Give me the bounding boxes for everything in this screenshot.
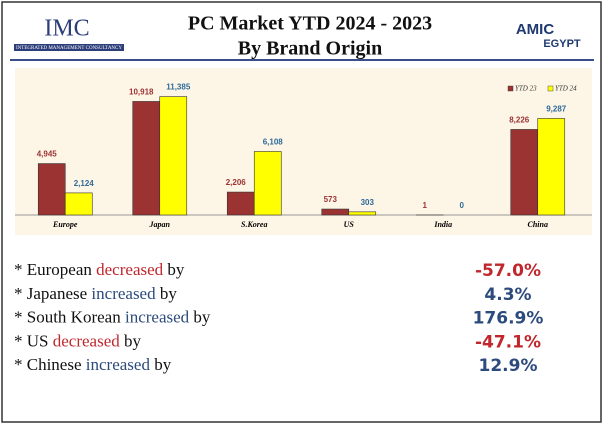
x-tick-label: US bbox=[344, 220, 355, 229]
bar bbox=[226, 191, 255, 216]
bullet-prefix: * Chinese bbox=[14, 355, 86, 374]
bullet-text: * Chinese increased by bbox=[14, 355, 172, 374]
logo: AMIC bbox=[516, 21, 554, 38]
x-tick-label: Japan bbox=[149, 220, 171, 229]
data-label: 2,206 bbox=[226, 178, 247, 187]
bar bbox=[159, 96, 188, 216]
data-label: 8,226 bbox=[509, 116, 530, 125]
x-tick-label: Europe bbox=[52, 220, 78, 229]
data-label: 4,945 bbox=[37, 150, 58, 159]
plot-background bbox=[15, 68, 592, 235]
bullet-prefix: * European bbox=[14, 260, 96, 279]
bar bbox=[321, 208, 350, 216]
data-label: 573 bbox=[324, 195, 338, 204]
logo-bar bbox=[14, 44, 124, 51]
bullet-value: 12.9% bbox=[479, 356, 538, 376]
x-tick-label: China bbox=[528, 220, 548, 229]
bullet-text: * US decreased by bbox=[14, 331, 142, 350]
bullet-keyword: increased bbox=[125, 308, 190, 327]
bullet-text: * European decreased by bbox=[14, 260, 185, 279]
bar bbox=[348, 211, 377, 216]
chart-title: By Brand Origin bbox=[238, 38, 382, 60]
bar bbox=[132, 101, 161, 216]
bullet-suffix: by bbox=[150, 355, 172, 374]
bullet-prefix: * US bbox=[14, 331, 53, 350]
data-label: 1 bbox=[423, 201, 428, 210]
data-label: 303 bbox=[361, 198, 375, 207]
bullet-suffix: by bbox=[156, 284, 178, 303]
data-label: 10,918 bbox=[129, 88, 154, 97]
legend-swatch bbox=[547, 85, 554, 92]
bar bbox=[510, 129, 539, 216]
bullet-value: 4.3% bbox=[484, 285, 531, 305]
data-label: 9,287 bbox=[546, 105, 567, 114]
legend-swatch bbox=[507, 85, 514, 92]
bar bbox=[253, 151, 282, 216]
bullet-suffix: by bbox=[120, 331, 142, 350]
x-tick-label: India bbox=[433, 220, 452, 229]
data-label: 0 bbox=[460, 201, 465, 210]
data-label: 6,108 bbox=[263, 138, 284, 147]
bullet-text: * Japanese increased by bbox=[14, 284, 177, 303]
chart-title: PC Market YTD 2024 - 2023 bbox=[188, 13, 432, 35]
data-label: 2,124 bbox=[74, 179, 95, 188]
bullet-keyword: decreased bbox=[53, 331, 121, 350]
bullet-keyword: increased bbox=[91, 284, 156, 303]
bullet-value: -57.0% bbox=[475, 261, 541, 281]
bullet-value: 176.9% bbox=[473, 309, 544, 329]
bullet-suffix: by bbox=[189, 308, 211, 327]
logo: IMC bbox=[44, 16, 89, 42]
legend-label: YTD 23 bbox=[515, 85, 537, 93]
bullet-value: -47.1% bbox=[475, 332, 541, 352]
data-label: 11,385 bbox=[166, 83, 191, 92]
bar bbox=[64, 192, 93, 216]
bullet-keyword: increased bbox=[86, 355, 151, 374]
bullet-text: * South Korean increased by bbox=[14, 308, 211, 327]
logo: EGYPT bbox=[543, 38, 581, 50]
bullet-suffix: by bbox=[163, 260, 185, 279]
bullet-keyword: decreased bbox=[96, 260, 164, 279]
logo-sub: INTEGRATED MANAGEMENT CONSULTANCY bbox=[16, 46, 122, 51]
bullet-prefix: * Japanese bbox=[14, 284, 91, 303]
legend-label: YTD 24 bbox=[555, 85, 577, 93]
bar bbox=[537, 118, 566, 216]
bullet-prefix: * South Korean bbox=[14, 308, 125, 327]
x-tick-label: S.Korea bbox=[241, 220, 267, 229]
bar bbox=[37, 163, 66, 216]
